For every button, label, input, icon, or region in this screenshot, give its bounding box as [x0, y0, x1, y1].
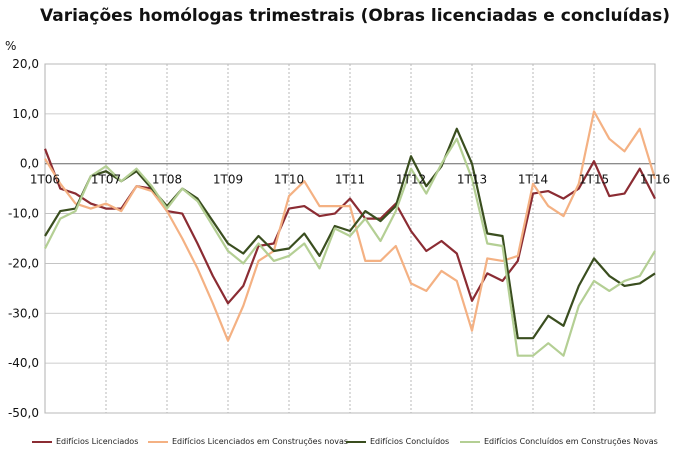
y-tick-label: -20,0 [8, 256, 39, 270]
series-line-4 [44, 137, 656, 357]
x-tick-label: 1T06 [30, 173, 60, 187]
legend-swatch [148, 440, 168, 443]
x-tick-label: 1T13 [457, 173, 487, 187]
series-line-2 [44, 110, 657, 342]
legend-swatch [460, 440, 480, 443]
x-tick-label: 1T14 [518, 173, 548, 187]
x-tick-label: 1T15 [579, 173, 609, 187]
x-tick-label: 1T12 [396, 173, 426, 187]
legend-item-edificios-licenciados: Edifícios Licenciados [32, 437, 138, 446]
legend-swatch [32, 440, 52, 443]
x-tick-label: 1T16 [640, 173, 670, 187]
y-tick-label: 10,0 [12, 107, 39, 121]
series-line-3 [44, 127, 656, 340]
x-tick-label: 1T08 [152, 173, 182, 187]
x-tick-label: 1T07 [91, 173, 121, 187]
x-tick-label: 1T09 [213, 173, 243, 187]
chart-title: Variações homólogas trimestrais (Obras l… [40, 6, 670, 26]
legend-item-edificios-concluidos: Edifícios Concluídos [346, 437, 449, 446]
legend-label: Edifícios Concluídos [370, 437, 450, 446]
y-axis-unit: % [5, 39, 17, 53]
y-tick-label: -10,0 [8, 207, 39, 221]
chart-legend: Edifícios Licenciados Edifícios Licencia… [28, 437, 668, 451]
legend-item-licenciados-construcoes-novas: Edifícios Licenciados em Construções nov… [148, 437, 348, 446]
legend-item-concluidos-construcoes-novas: Edifícios Concluídos em Construções Nova… [460, 437, 658, 446]
legend-label: Edifícios Concluídos em Construções Nova… [484, 437, 658, 446]
y-tick-label: -30,0 [8, 306, 39, 320]
x-tick-label: 1T10 [274, 173, 304, 187]
series-line-1 [43, 148, 656, 305]
y-tick-label: 0,0 [20, 157, 39, 171]
legend-label: Edifícios Licenciados [56, 437, 139, 446]
y-tick-label: -40,0 [8, 356, 39, 370]
x-tick-label: 1T11 [335, 173, 365, 187]
legend-label: Edifícios Licenciados em Construções nov… [172, 437, 349, 446]
y-tick-label: 20,0 [12, 57, 39, 71]
y-tick-label: -50,0 [8, 406, 39, 420]
legend-swatch [346, 440, 366, 443]
